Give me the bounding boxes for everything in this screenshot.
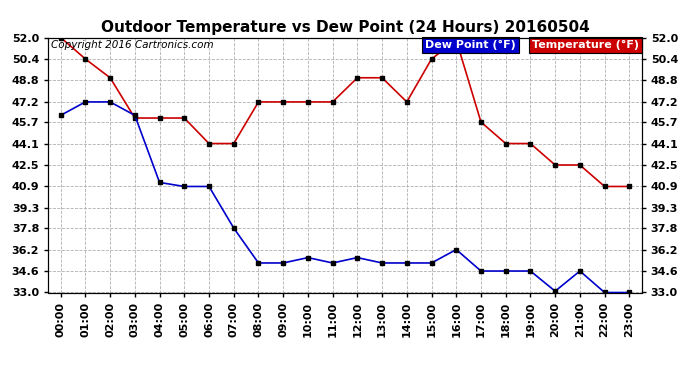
Text: Temperature (°F): Temperature (°F): [532, 40, 639, 50]
Text: Dew Point (°F): Dew Point (°F): [425, 40, 516, 50]
Text: Copyright 2016 Cartronics.com: Copyright 2016 Cartronics.com: [51, 40, 214, 50]
Title: Outdoor Temperature vs Dew Point (24 Hours) 20160504: Outdoor Temperature vs Dew Point (24 Hou…: [101, 20, 589, 35]
